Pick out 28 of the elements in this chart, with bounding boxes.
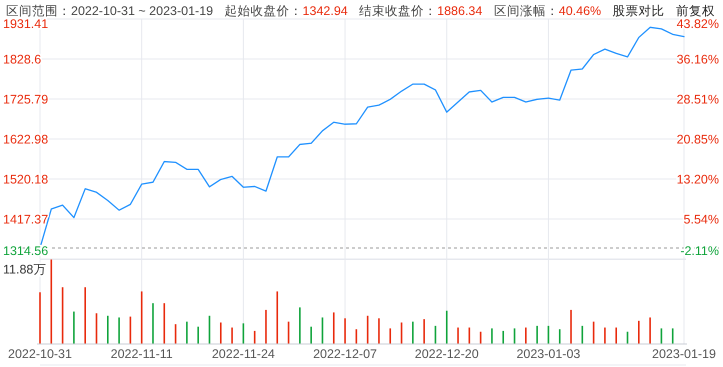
text: 前复权 — [676, 4, 715, 18]
y-tick-label: 1828.6 — [3, 52, 42, 66]
y2-tick-label: 36.16% — [676, 52, 719, 67]
text: 区间涨幅：40.46% — [494, 4, 602, 18]
text: 结束收盘价：1886.34 — [359, 4, 482, 18]
text: 起始收盘价：1342.94 — [224, 4, 348, 18]
y2-tick-label: 13.20% — [676, 172, 719, 186]
annotation: 11.88万 — [3, 262, 46, 276]
x-tick-label: 2022-11-11 — [110, 347, 173, 361]
y2-tick-label: 28.51% — [676, 92, 719, 106]
y-tick-label: 1931.41 — [3, 17, 48, 31]
chart-title: 区间范围：2022-10-31 ~ 2023-01-19 — [6, 4, 214, 18]
y-tick-label: 1622.98 — [3, 132, 48, 146]
y2-tick-label: 43.82% — [676, 17, 719, 31]
x-tick-label: 2023-01-03 — [516, 347, 580, 361]
y2-tick-label: 20.85% — [676, 132, 719, 147]
x-tick-label: 2022-12-07 — [313, 347, 378, 361]
y-tick-label: 1725.79 — [3, 92, 48, 106]
x-tick-label: 2022-12-20 — [414, 347, 479, 361]
y2-tick-label: -2.11% — [680, 244, 719, 258]
x-tick-label: 2022-10-31 — [8, 347, 72, 361]
y-tick-label: 1314.56 — [3, 244, 48, 258]
x-tick-label: 2022-11-24 — [212, 347, 275, 361]
text: 股票对比 — [612, 4, 665, 18]
y-tick-label: 1417.37 — [3, 212, 48, 226]
y-tick-label: 1520.18 — [3, 172, 48, 186]
x-tick-label: 2023-01-19 — [652, 347, 716, 361]
y2-tick-label: 5.54% — [684, 212, 719, 227]
